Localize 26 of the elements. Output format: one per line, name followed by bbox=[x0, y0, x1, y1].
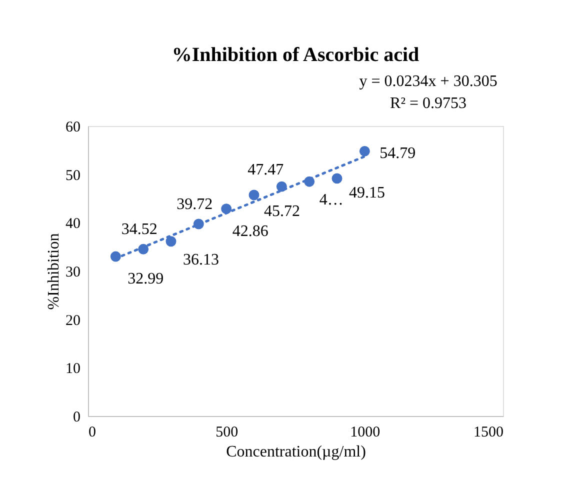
x-tick-label: 500 bbox=[216, 424, 238, 440]
x-tick-label: 0 bbox=[88, 424, 96, 440]
data-label: 36.13 bbox=[183, 251, 219, 268]
y-tick-label: 10 bbox=[66, 361, 80, 378]
text: R² = 0.9753 bbox=[390, 95, 467, 112]
data-label: 34.52 bbox=[121, 221, 158, 238]
y-tick-label: 50 bbox=[66, 168, 80, 184]
x-axis-title: Concentration(µg/ml) bbox=[226, 444, 366, 460]
data-label: 54.79 bbox=[380, 145, 416, 162]
y-tick-label: 40 bbox=[66, 216, 80, 232]
x-tick-label: 1500 bbox=[474, 424, 504, 440]
chart-title: %Inhibition of Ascorbic acid bbox=[172, 44, 420, 66]
y-axis-title: %Inhibition bbox=[46, 233, 62, 310]
y-tick-label: 60 bbox=[66, 120, 80, 136]
x-tick-label: 1000 bbox=[350, 424, 380, 440]
data-label: 42.86 bbox=[232, 222, 268, 240]
y-tick-label: 20 bbox=[66, 312, 80, 329]
data-label: 45.72 bbox=[264, 203, 300, 220]
data-label: 32.99 bbox=[128, 270, 164, 288]
data-label: 47.47 bbox=[248, 162, 284, 179]
data-label: 4… bbox=[319, 192, 344, 209]
y-tick-label: 30 bbox=[66, 264, 80, 280]
text: y = 0.0234x + 30.305 bbox=[359, 73, 498, 90]
data-label: 49.15 bbox=[349, 184, 385, 202]
y-tick-label: 0 bbox=[73, 410, 80, 426]
data-label: 39.72 bbox=[176, 196, 213, 214]
